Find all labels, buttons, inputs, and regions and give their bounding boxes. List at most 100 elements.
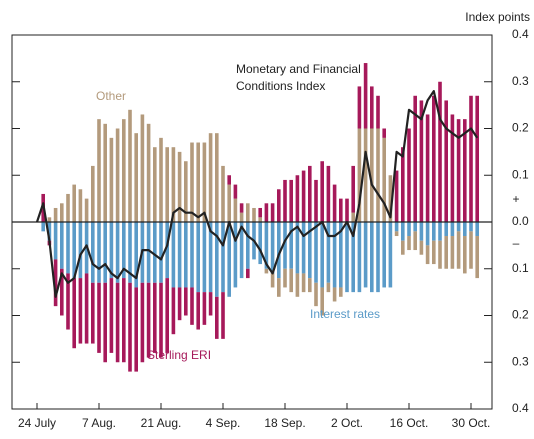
bar-segment: [47, 222, 52, 241]
bar-segment: [153, 147, 157, 222]
bar-segment: [41, 222, 45, 232]
bar-segment: [252, 207, 256, 222]
bar-segment: [314, 179, 318, 222]
bar-segment: [419, 240, 424, 255]
bar-segment: [72, 278, 76, 349]
bar-segment: [444, 100, 448, 222]
y-tick-label: 0.1: [512, 261, 529, 275]
sign-minus: –: [513, 236, 520, 250]
bar-segment: [227, 175, 231, 185]
bar-segment: [103, 123, 107, 222]
bar-segment: [202, 222, 207, 293]
bar-segment: [283, 268, 287, 288]
bar-segment: [388, 175, 393, 222]
bar-segment: [456, 231, 461, 269]
bar-segment: [370, 222, 374, 293]
bar-segment: [134, 222, 138, 288]
bar-segment: [444, 222, 448, 237]
bar-segment: [475, 95, 479, 222]
bar-segment: [239, 212, 244, 222]
bar-segment: [159, 137, 163, 222]
bar-segment: [382, 137, 386, 222]
bar-segment: [53, 207, 58, 222]
bar-segment: [432, 240, 436, 265]
bar-segment: [463, 222, 467, 237]
bar-segment: [84, 273, 89, 344]
y-tick-label: 0.4: [512, 401, 529, 415]
bar-segment: [171, 287, 176, 335]
bar-segment: [320, 161, 324, 222]
bar-segment: [72, 184, 76, 222]
bar-segment: [66, 273, 70, 330]
bar-segment: [283, 222, 287, 269]
line: [35, 90, 479, 298]
bar-segment: [332, 184, 337, 222]
bar-segment: [370, 128, 374, 222]
bar-segment: [351, 165, 355, 213]
bar-segment: [469, 95, 473, 222]
bar-segment: [413, 95, 417, 222]
bar-segment: [97, 119, 101, 222]
bar-segment: [320, 287, 324, 316]
bar-segment: [66, 222, 70, 274]
bar-segment: [153, 282, 157, 353]
bar-segment: [456, 222, 461, 232]
bars: [41, 63, 479, 372]
bar-segment: [308, 165, 312, 222]
bar-segment: [475, 236, 479, 279]
bar-segment: [289, 268, 293, 293]
bar-segment: [295, 222, 300, 274]
bar-segment: [314, 222, 318, 283]
bar-segment: [264, 222, 269, 269]
bar-segment: [339, 198, 343, 222]
bar-segment: [326, 222, 331, 283]
bar-segment: [332, 222, 337, 288]
bar-segment: [270, 222, 275, 274]
bar-segment: [146, 123, 151, 222]
bar-segment: [351, 212, 355, 222]
bar-segment: [202, 292, 207, 325]
bar-segment: [351, 222, 355, 293]
bar-segment: [221, 292, 225, 339]
bar-segment: [363, 222, 368, 288]
bar-segment: [376, 95, 380, 129]
bar-segment: [301, 273, 306, 293]
bar-segment: [221, 165, 225, 222]
bar-segment: [438, 81, 442, 222]
bar-segment: [419, 100, 424, 222]
bar-segment: [382, 222, 386, 288]
bar-segment: [264, 203, 269, 222]
bar-segment: [60, 222, 64, 269]
bar-segment: [246, 222, 250, 269]
bar-segment: [190, 222, 194, 288]
bar-segment: [469, 231, 473, 269]
bar-segment: [134, 287, 138, 372]
bar-segment: [444, 236, 448, 269]
bar-segment: [463, 236, 467, 274]
bar-segment: [109, 222, 114, 279]
bar-segment: [190, 287, 194, 325]
bar-segment: [295, 273, 300, 297]
bar-segment: [184, 222, 188, 288]
bar-segment: [227, 222, 231, 297]
bar-segment: [407, 222, 411, 237]
bar-segment: [463, 119, 467, 222]
bar-segment: [146, 282, 151, 358]
bar-segment: [469, 222, 473, 232]
bar-segment: [357, 222, 362, 293]
bar-segment: [277, 222, 281, 279]
bar-segment: [401, 240, 405, 255]
bar-segment: [438, 222, 442, 241]
bar-segment: [208, 292, 213, 316]
bar-segment: [91, 165, 95, 222]
bar-segment: [258, 222, 262, 265]
y-tick-label: 0.3: [512, 74, 529, 88]
bar-segment: [196, 222, 200, 293]
bar-segment: [450, 114, 455, 222]
bar-segment: [425, 114, 430, 222]
y-tick-label: 0.2: [512, 308, 529, 322]
bar-segment: [432, 222, 436, 241]
bar-segment: [215, 133, 219, 222]
